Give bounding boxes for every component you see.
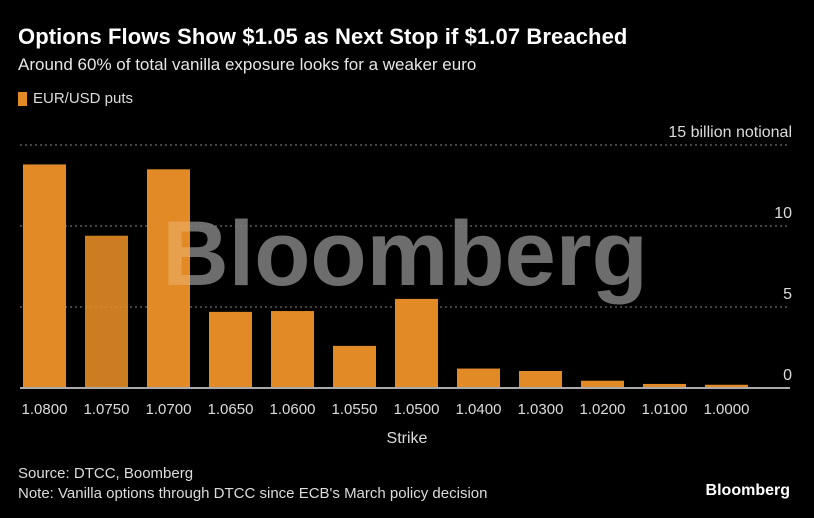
x-tick-label: 1.0650 <box>208 401 254 418</box>
legend: EUR/USD puts <box>18 90 133 107</box>
x-tick-label: 1.0750 <box>84 401 130 418</box>
bar <box>705 384 748 388</box>
watermark-overlay: Bloomberg <box>162 203 648 305</box>
y-tick-label: 0 <box>783 367 792 384</box>
x-tick-label: 1.0100 <box>642 401 688 418</box>
bar <box>85 235 128 388</box>
chart-subtitle: Around 60% of total vanilla exposure loo… <box>18 55 477 74</box>
bars <box>23 164 748 388</box>
watermark-layer: Bloomberg <box>162 203 648 305</box>
source-note: Source: DTCC, Boomberg <box>18 465 194 482</box>
bar <box>581 380 624 388</box>
x-tick-label: 1.0800 <box>22 401 68 418</box>
x-tick-label: 1.0600 <box>270 401 316 418</box>
legend-swatch <box>18 91 27 106</box>
bar <box>271 311 314 388</box>
x-tick-label: 1.0000 <box>704 401 750 418</box>
x-tick-label: 1.0700 <box>146 401 192 418</box>
bloomberg-logo: Bloomberg <box>705 482 790 499</box>
x-axis-title: Strike <box>386 430 428 447</box>
x-tick-label: 1.0500 <box>394 401 440 418</box>
x-tick-label: 1.0300 <box>518 401 564 418</box>
x-tick-label: 1.0400 <box>456 401 502 418</box>
y-tick-label: 5 <box>783 286 792 303</box>
bar <box>519 370 562 388</box>
bar <box>333 345 376 388</box>
bar <box>457 368 500 388</box>
bar <box>23 164 66 388</box>
bar <box>395 298 438 388</box>
bar <box>209 311 252 388</box>
x-tick-label: 1.0550 <box>332 401 378 418</box>
y-axis-labels: 0 5 10 15 billion notional <box>668 124 792 384</box>
legend-label: EUR/USD puts <box>33 90 134 107</box>
x-axis-labels: 1.0800 1.0750 1.0700 1.0650 1.0600 1.0550 1.05… <box>22 401 750 418</box>
y-tick-label: 10 <box>774 205 792 222</box>
bar-chart: Bloomberg 0 5 10 15 billion notional 1.0800… <box>20 124 792 418</box>
chart-title: Options Flows Show $1.05 as Next Stop if… <box>18 24 628 49</box>
y-tick-label: 15 billion notional <box>668 124 792 141</box>
watermark-text: Bloomberg <box>162 203 648 305</box>
bar <box>643 383 686 388</box>
bar <box>147 169 190 388</box>
footnote: Note: Vanilla options through DTCC since… <box>18 485 488 502</box>
x-tick-label: 1.0200 <box>580 401 626 418</box>
